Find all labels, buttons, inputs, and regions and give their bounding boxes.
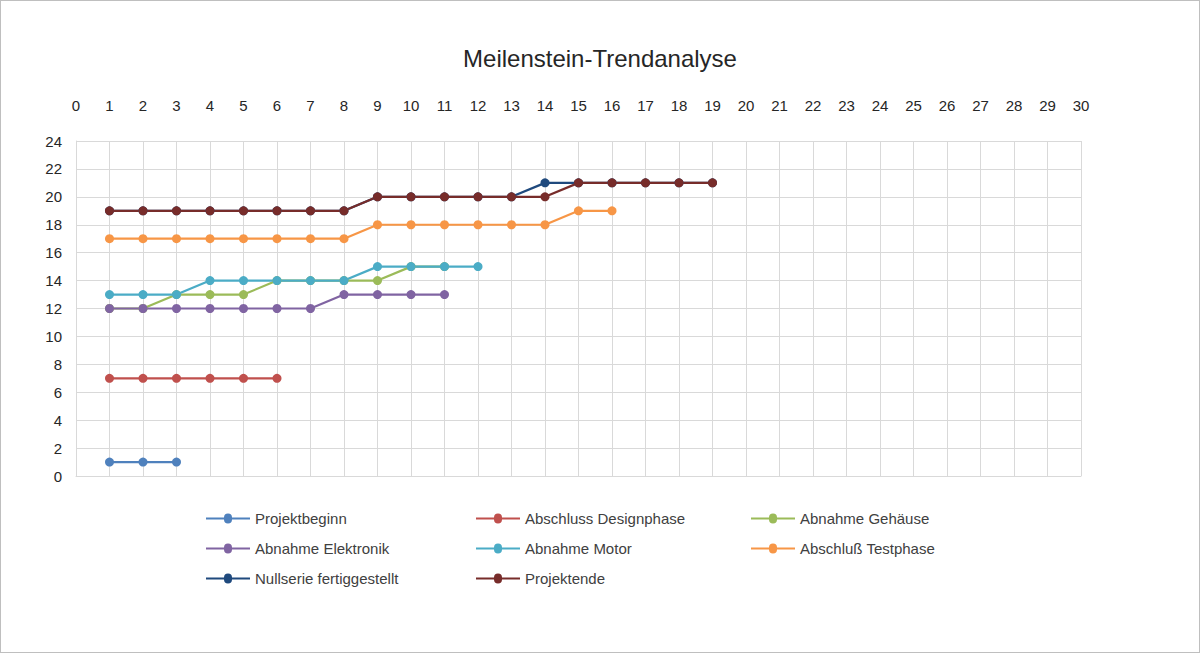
svg-text:10: 10 xyxy=(403,97,420,114)
svg-text:9: 9 xyxy=(373,97,381,114)
svg-text:6: 6 xyxy=(273,97,281,114)
svg-text:26: 26 xyxy=(939,97,956,114)
svg-text:28: 28 xyxy=(1006,97,1023,114)
svg-text:30: 30 xyxy=(1073,97,1090,114)
svg-text:10: 10 xyxy=(45,328,62,345)
svg-text:Abnahme Gehäuse: Abnahme Gehäuse xyxy=(800,510,929,527)
svg-text:22: 22 xyxy=(805,97,822,114)
svg-text:13: 13 xyxy=(503,97,520,114)
svg-text:23: 23 xyxy=(838,97,855,114)
svg-text:29: 29 xyxy=(1039,97,1056,114)
svg-text:Nullserie fertiggestellt: Nullserie fertiggestellt xyxy=(255,570,399,587)
svg-text:16: 16 xyxy=(45,244,62,261)
svg-text:12: 12 xyxy=(45,300,62,317)
svg-text:18: 18 xyxy=(45,216,62,233)
svg-text:8: 8 xyxy=(54,356,62,373)
svg-text:Abnahme Motor: Abnahme Motor xyxy=(525,540,632,557)
svg-text:21: 21 xyxy=(771,97,788,114)
svg-text:19: 19 xyxy=(704,97,721,114)
svg-text:3: 3 xyxy=(172,97,180,114)
svg-text:0: 0 xyxy=(72,97,80,114)
svg-text:14: 14 xyxy=(45,272,62,289)
svg-text:15: 15 xyxy=(570,97,587,114)
svg-text:Projektbeginn: Projektbeginn xyxy=(255,510,347,527)
svg-text:24: 24 xyxy=(45,133,62,150)
svg-text:4: 4 xyxy=(54,412,62,429)
svg-text:6: 6 xyxy=(54,384,62,401)
svg-text:20: 20 xyxy=(45,188,62,205)
svg-text:Projektende: Projektende xyxy=(525,570,605,587)
svg-text:Abnahme Elektronik: Abnahme Elektronik xyxy=(255,540,390,557)
svg-text:Abschluss Designphase: Abschluss Designphase xyxy=(525,510,685,527)
svg-text:8: 8 xyxy=(340,97,348,114)
svg-text:25: 25 xyxy=(905,97,922,114)
svg-text:17: 17 xyxy=(637,97,654,114)
svg-text:24: 24 xyxy=(872,97,889,114)
svg-text:27: 27 xyxy=(972,97,989,114)
svg-text:Meilenstein-Trendanalyse: Meilenstein-Trendanalyse xyxy=(463,45,737,72)
svg-text:2: 2 xyxy=(139,97,147,114)
svg-text:18: 18 xyxy=(671,97,688,114)
svg-text:20: 20 xyxy=(738,97,755,114)
svg-text:1: 1 xyxy=(105,97,113,114)
svg-text:0: 0 xyxy=(54,468,62,485)
svg-text:7: 7 xyxy=(306,97,314,114)
svg-text:4: 4 xyxy=(206,97,214,114)
svg-text:5: 5 xyxy=(239,97,247,114)
svg-text:16: 16 xyxy=(604,97,621,114)
svg-text:2: 2 xyxy=(54,440,62,457)
svg-text:22: 22 xyxy=(45,160,62,177)
svg-text:11: 11 xyxy=(437,97,453,114)
svg-text:Abschluß Testphase: Abschluß Testphase xyxy=(800,540,935,557)
svg-text:12: 12 xyxy=(470,97,487,114)
svg-text:14: 14 xyxy=(537,97,554,114)
